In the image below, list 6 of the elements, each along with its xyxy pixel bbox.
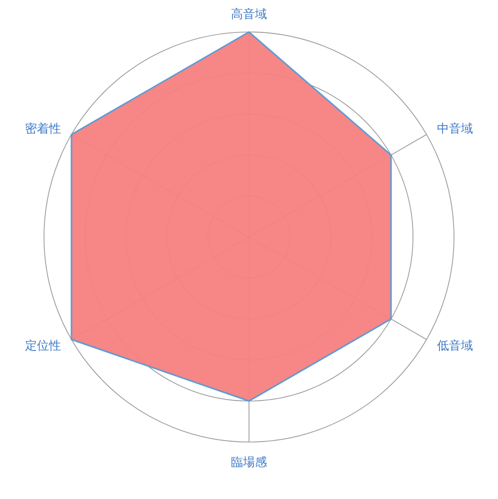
spoke-label: 密着性 <box>25 122 62 136</box>
spoke-label: 定位性 <box>25 338 62 352</box>
spoke-label: 中音域 <box>436 122 473 136</box>
spoke-label: 高音域 <box>231 7 267 21</box>
spoke-label: 臨場感 <box>231 455 267 469</box>
spoke-label: 低音域 <box>436 338 473 352</box>
